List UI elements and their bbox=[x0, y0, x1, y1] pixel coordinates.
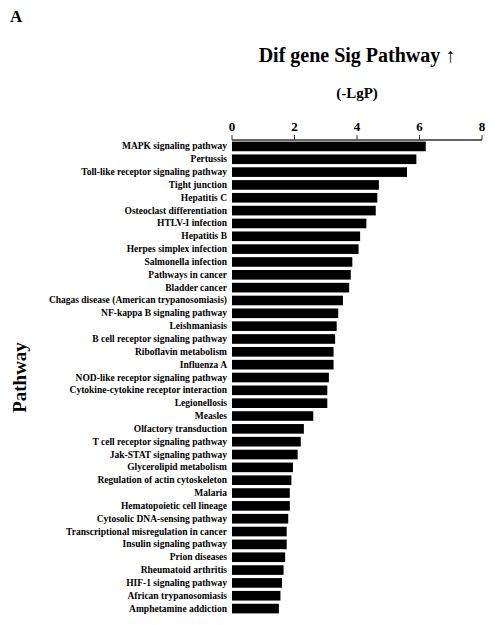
subtitle: (-LgP) bbox=[336, 85, 378, 102]
bar bbox=[232, 463, 293, 473]
category-label: Hepatitis C bbox=[181, 193, 227, 203]
category-label: Leishmaniasis bbox=[169, 321, 227, 331]
category-label: Cytosolic DNA-sensing pathway bbox=[97, 514, 228, 524]
bar bbox=[232, 180, 379, 190]
category-label: Bladder cancer bbox=[165, 283, 228, 293]
bar bbox=[232, 488, 290, 498]
bar bbox=[232, 334, 335, 344]
category-label: Amphetamine addiction bbox=[129, 604, 228, 614]
category-label: MAPK signaling pathway bbox=[122, 141, 227, 151]
category-label: Rheumatoid arthritis bbox=[141, 565, 228, 575]
bar bbox=[232, 552, 285, 562]
chart: A Dif gene Sig Pathway ↑ (-LgP) Pathway MAPK… bbox=[0, 0, 500, 625]
category-label: NF-kappa B signaling pathway bbox=[101, 308, 227, 318]
panel-label: A bbox=[10, 7, 23, 26]
category-label: Insulin signaling pathway bbox=[122, 539, 227, 549]
x-tick-label: 0 bbox=[229, 119, 236, 134]
category-label: Influenza A bbox=[180, 360, 227, 370]
x-tick bbox=[294, 135, 295, 140]
category-label: Regulation of actin cytoskeleton bbox=[97, 475, 227, 485]
category-label: NOD-like receptor signaling pathway bbox=[76, 373, 228, 383]
category-label: Transcriptional misregulation in cancer bbox=[66, 527, 228, 537]
bar bbox=[232, 578, 282, 588]
category-label: African trypanosomiasis bbox=[128, 591, 228, 601]
category-label: Legionellosis bbox=[175, 398, 228, 408]
bar bbox=[232, 591, 280, 601]
title: Dif gene Sig Pathway ↑ bbox=[259, 44, 456, 67]
bar bbox=[232, 373, 329, 383]
bar bbox=[232, 193, 377, 203]
bar bbox=[232, 411, 313, 421]
bar bbox=[232, 450, 298, 460]
bar bbox=[232, 142, 426, 152]
category-label: Pathways in cancer bbox=[148, 270, 227, 280]
bar bbox=[232, 437, 301, 447]
category-label: Herpes simplex infection bbox=[127, 244, 228, 254]
bar bbox=[232, 360, 334, 370]
bar bbox=[232, 424, 304, 434]
category-label: Prion diseases bbox=[170, 552, 228, 562]
y-axis-label: Pathway bbox=[9, 342, 30, 413]
category-label: Glycerolipid metabolism bbox=[127, 462, 227, 472]
bar bbox=[232, 308, 338, 318]
category-label: Hepatitis B bbox=[181, 231, 227, 241]
category-label: B cell receptor signaling pathway bbox=[92, 334, 227, 344]
bar bbox=[232, 386, 327, 396]
bar bbox=[232, 154, 416, 164]
bar bbox=[232, 604, 279, 614]
category-label: Chagas disease (American trypanosomiasis… bbox=[49, 295, 227, 306]
bar bbox=[232, 283, 349, 293]
category-label: Olfactory transduction bbox=[134, 424, 228, 434]
bar bbox=[232, 475, 291, 485]
category-label: Tight junction bbox=[169, 180, 228, 190]
category-label: HIF-1 signaling pathway bbox=[126, 578, 227, 588]
bar bbox=[232, 565, 284, 575]
bar bbox=[232, 527, 287, 537]
category-label: Measles bbox=[195, 411, 227, 421]
category-label: Toll-like receptor signaling pathway bbox=[81, 167, 227, 177]
category-label: Malaria bbox=[194, 488, 227, 498]
bar bbox=[232, 231, 360, 241]
bar bbox=[232, 167, 407, 177]
bar bbox=[232, 270, 351, 280]
bar bbox=[232, 540, 287, 550]
bar bbox=[232, 321, 337, 331]
bar bbox=[232, 501, 290, 511]
x-tick-label: 4 bbox=[354, 119, 361, 134]
bar bbox=[232, 257, 352, 267]
bar bbox=[232, 219, 366, 229]
bar bbox=[232, 296, 343, 306]
x-tick bbox=[482, 135, 483, 140]
category-label: HTLV-I infection bbox=[157, 218, 228, 228]
bar bbox=[232, 244, 359, 254]
x-tick bbox=[357, 135, 358, 140]
bar bbox=[232, 514, 288, 524]
category-label: Salmonella infection bbox=[144, 257, 227, 267]
bar bbox=[232, 398, 327, 408]
category-label: T cell receptor signaling pathway bbox=[92, 437, 227, 447]
category-label: Riboflavin metabolism bbox=[135, 347, 227, 357]
x-tick-label: 2 bbox=[291, 119, 298, 134]
category-label: Cytokine-cytokine receptor interaction bbox=[70, 385, 228, 395]
x-tick bbox=[232, 135, 233, 140]
x-tick-label: 6 bbox=[416, 119, 423, 134]
category-label: Hematopoietic cell lineage bbox=[121, 501, 227, 511]
x-tick bbox=[419, 135, 420, 140]
bars bbox=[232, 142, 426, 614]
category-label: Jak-STAT signaling pathway bbox=[110, 450, 227, 460]
bar bbox=[232, 347, 334, 357]
x-tick-label: 8 bbox=[479, 119, 486, 134]
category-label: Osteoclast differentiation bbox=[125, 206, 228, 216]
category-label: Pertussis bbox=[191, 154, 228, 164]
bar bbox=[232, 206, 376, 216]
